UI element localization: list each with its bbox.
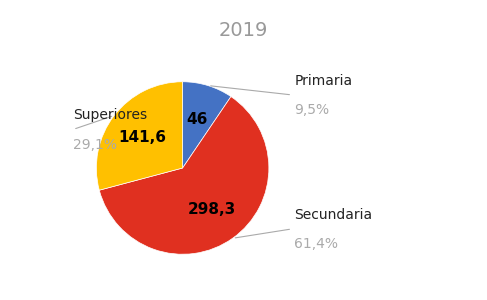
Text: 9,5%: 9,5% xyxy=(294,103,329,117)
Text: 141,6: 141,6 xyxy=(118,130,167,145)
Text: 2019: 2019 xyxy=(219,21,268,40)
Text: 29,1%: 29,1% xyxy=(73,138,117,152)
Text: Superiores: Superiores xyxy=(73,108,147,122)
Wedge shape xyxy=(99,97,269,254)
Text: 46: 46 xyxy=(187,112,208,127)
Text: 298,3: 298,3 xyxy=(188,202,236,217)
Text: Primaria: Primaria xyxy=(294,74,353,88)
Text: 61,4%: 61,4% xyxy=(294,237,338,251)
Wedge shape xyxy=(96,82,183,190)
Text: Secundaria: Secundaria xyxy=(294,208,373,222)
Wedge shape xyxy=(183,82,231,168)
